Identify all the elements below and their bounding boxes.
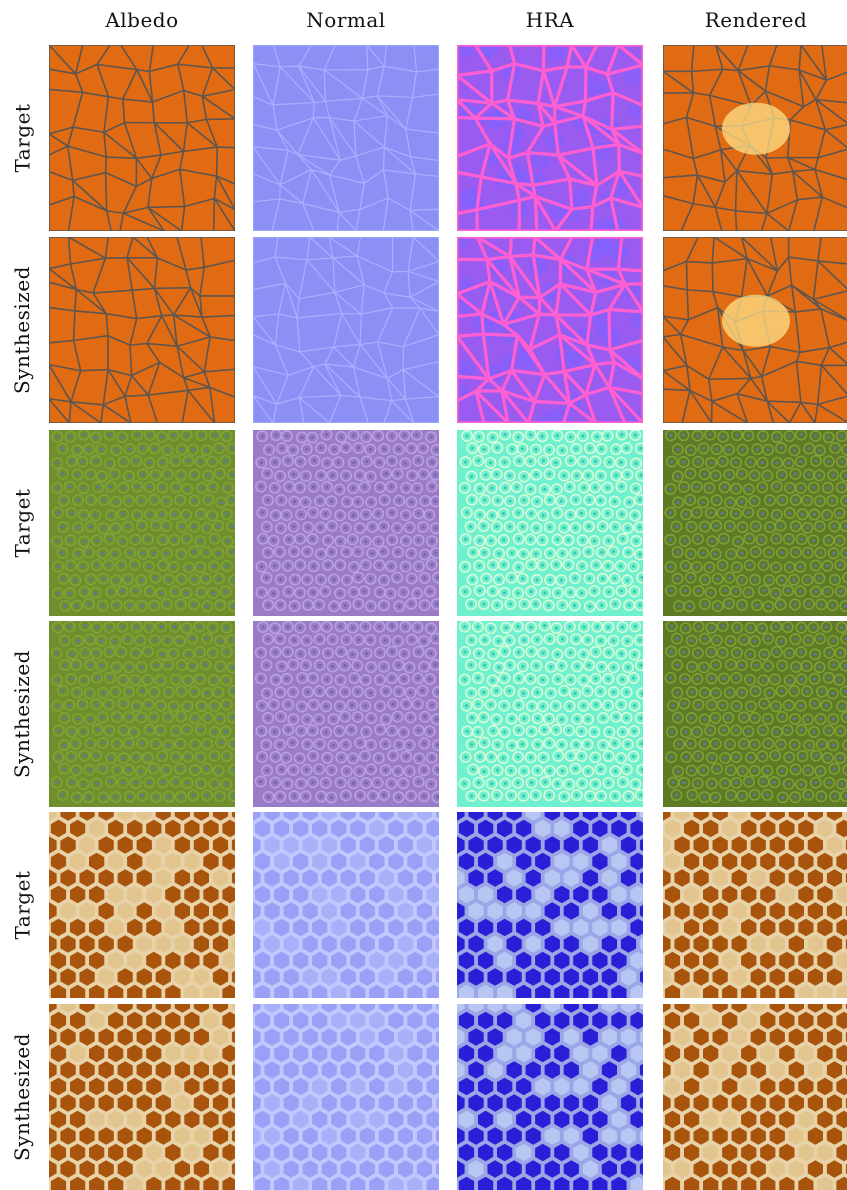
texture-albedo-row-3 bbox=[49, 430, 235, 616]
texture-rendered-row-5 bbox=[663, 812, 847, 998]
texture-image bbox=[253, 45, 439, 231]
texture-albedo-row-1 bbox=[49, 45, 235, 231]
texture-image bbox=[663, 1004, 847, 1190]
texture-image bbox=[457, 1004, 643, 1190]
texture-normal-row-2 bbox=[253, 237, 439, 423]
texture-image bbox=[253, 812, 439, 998]
column-header-hra: HRA bbox=[457, 8, 643, 36]
texture-image bbox=[49, 621, 235, 807]
texture-image bbox=[49, 1004, 235, 1190]
column-header-albedo: Albedo bbox=[49, 8, 235, 36]
texture-image bbox=[253, 430, 439, 616]
column-header-normal: Normal bbox=[253, 8, 439, 36]
texture-rendered-row-1 bbox=[663, 45, 847, 231]
texture-rendered-row-3 bbox=[663, 430, 847, 616]
column-header-rendered: Rendered bbox=[663, 8, 847, 36]
texture-image bbox=[457, 45, 643, 231]
texture-hra-row-1 bbox=[457, 45, 643, 231]
texture-hra-row-6 bbox=[457, 1004, 643, 1190]
row-label-6: Synthesized bbox=[0, 1004, 44, 1190]
texture-normal-row-5 bbox=[253, 812, 439, 998]
row-label-5: Target bbox=[0, 812, 44, 998]
texture-image bbox=[663, 430, 847, 616]
row-label-3: Target bbox=[0, 430, 44, 616]
texture-image bbox=[457, 237, 643, 423]
texture-image bbox=[457, 621, 643, 807]
texture-rendered-row-2 bbox=[663, 237, 847, 423]
texture-image bbox=[457, 430, 643, 616]
texture-image bbox=[253, 621, 439, 807]
texture-albedo-row-5 bbox=[49, 812, 235, 998]
texture-image bbox=[49, 45, 235, 231]
texture-normal-row-6 bbox=[253, 1004, 439, 1190]
texture-image bbox=[663, 621, 847, 807]
texture-image bbox=[49, 812, 235, 998]
texture-albedo-row-6 bbox=[49, 1004, 235, 1190]
row-label-4: Synthesized bbox=[0, 621, 44, 807]
texture-albedo-row-2 bbox=[49, 237, 235, 423]
texture-hra-row-2 bbox=[457, 237, 643, 423]
texture-image bbox=[457, 812, 643, 998]
texture-image bbox=[49, 237, 235, 423]
texture-image bbox=[49, 430, 235, 616]
texture-rendered-row-4 bbox=[663, 621, 847, 807]
texture-albedo-row-4 bbox=[49, 621, 235, 807]
texture-normal-row-1 bbox=[253, 45, 439, 231]
texture-image bbox=[253, 237, 439, 423]
texture-image bbox=[663, 45, 847, 231]
texture-hra-row-5 bbox=[457, 812, 643, 998]
row-label-2: Synthesized bbox=[0, 237, 44, 423]
texture-hra-row-3 bbox=[457, 430, 643, 616]
texture-image bbox=[663, 812, 847, 998]
texture-normal-row-4 bbox=[253, 621, 439, 807]
texture-hra-row-4 bbox=[457, 621, 643, 807]
texture-normal-row-3 bbox=[253, 430, 439, 616]
row-label-1: Target bbox=[0, 45, 44, 231]
texture-image bbox=[253, 1004, 439, 1190]
texture-rendered-row-6 bbox=[663, 1004, 847, 1190]
texture-image bbox=[663, 237, 847, 423]
